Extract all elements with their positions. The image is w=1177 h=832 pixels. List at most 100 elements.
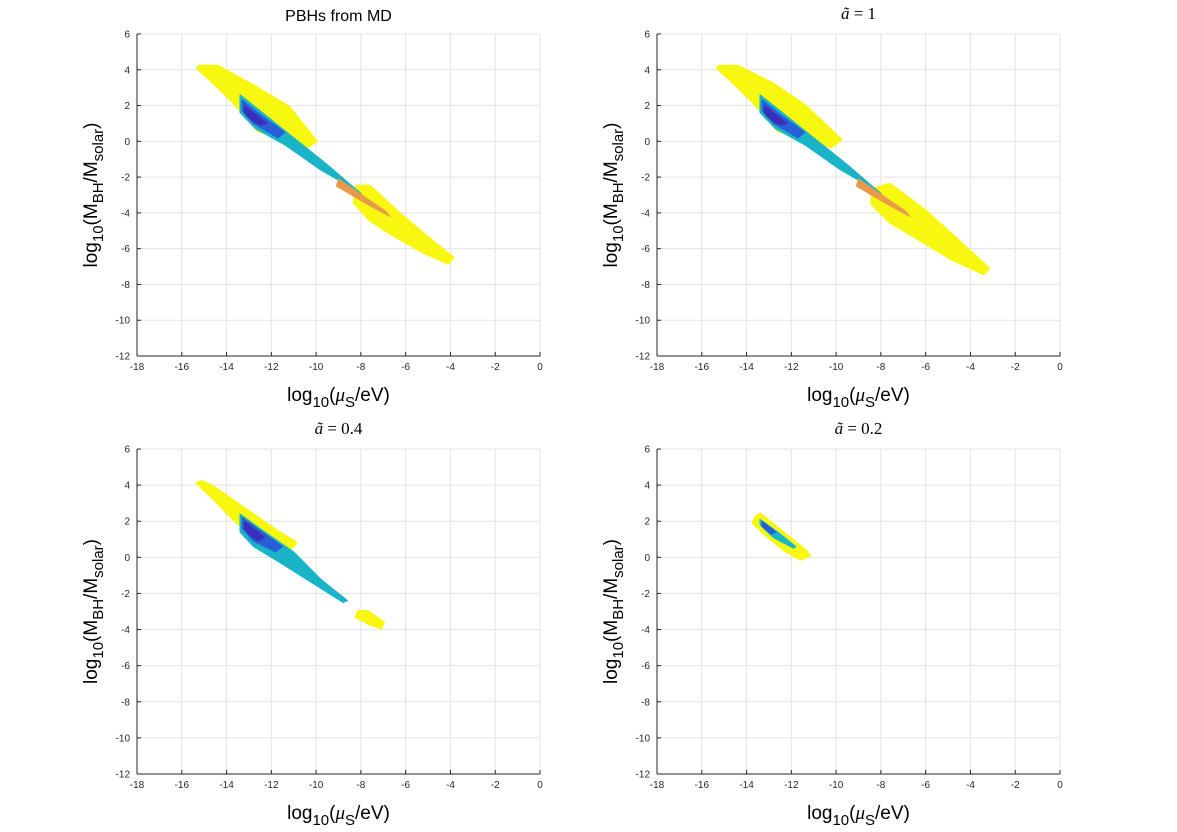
x-axis-label: log10(μS/eV) <box>287 385 390 411</box>
contour-region-outer-band-lower <box>352 184 455 265</box>
contour-region-blue-core <box>761 99 806 139</box>
x-tick-label-10: -10 <box>309 780 324 791</box>
x-tick-label-0: 0 <box>537 362 543 373</box>
x-tick-label-10: -10 <box>829 362 844 373</box>
x-tick-label-16: -16 <box>695 780 710 791</box>
y-tick-label-4: 4 <box>124 481 130 492</box>
chart-title: ã = 0.2 <box>835 419 883 438</box>
contour-region-cyan-band <box>759 94 882 194</box>
subplot-a-tilde-1: -18 -16 -14 -12 -10 -8 -6 -4 -2 0 -12 -10 -8 -6 -4 -2 0 2… <box>601 4 1063 411</box>
y-tick-label-4: 4 <box>644 481 650 492</box>
y-tick-label-2: 2 <box>124 101 130 112</box>
contour-region-indigo-core <box>764 105 788 126</box>
x-axis-label: log10(μS/eV) <box>287 803 390 829</box>
x-tick-label-4: -4 <box>446 780 455 791</box>
x-tick-label-4: -4 <box>446 362 455 373</box>
contour-region-orange-sliver <box>335 178 391 217</box>
x-tick-label-6: -6 <box>921 780 930 791</box>
x-tick-label-16: -16 <box>175 780 190 791</box>
y-tick-label-12: -12 <box>116 770 131 781</box>
x-tick-label-2: -2 <box>1011 362 1020 373</box>
contour-region-outer-band-lower <box>354 610 385 630</box>
x-axis-label: log10(μS/eV) <box>807 385 910 411</box>
y-tick-label-4: -4 <box>121 208 130 219</box>
y-tick-label-4: -4 <box>121 625 130 636</box>
y-tick-label-8: -8 <box>121 280 130 291</box>
y-tick-label-8: -8 <box>641 280 650 291</box>
plot-area <box>657 34 1060 356</box>
x-tick-label-2: -2 <box>491 780 500 791</box>
x-tick-label-18: -18 <box>650 362 665 373</box>
y-tick-label-12: -12 <box>636 352 651 363</box>
contour-region-outer-band-upper <box>195 64 318 149</box>
y-tick-label-12: -12 <box>116 352 131 363</box>
y-tick-label-10: -10 <box>636 733 651 744</box>
x-axis-label: log10(μS/eV) <box>807 803 910 829</box>
plot-area <box>137 34 540 356</box>
y-tick-label-2: 2 <box>644 101 650 112</box>
y-tick-label-12: -12 <box>636 770 651 781</box>
y-tick-label-2: -2 <box>641 173 650 184</box>
y-tick-label-0: 0 <box>644 137 650 148</box>
y-tick-label-6: 6 <box>644 445 650 456</box>
y-tick-label-8: -8 <box>641 697 650 708</box>
contour-region-outer-band-upper <box>716 64 843 149</box>
plot-area <box>657 449 1060 774</box>
subplot-pbhs-from-md: -18 -16 -14 -12 -10 -8 -6 -4 -2 0 -12 -10 -8 -6 -4 -2 0 2… <box>81 8 543 411</box>
y-tick-label-2: 2 <box>124 517 130 528</box>
x-tick-label-12: -12 <box>784 780 799 791</box>
chart-title: ã = 1 <box>841 4 876 23</box>
y-tick-label-0: 0 <box>124 137 130 148</box>
y-tick-label-2: -2 <box>121 173 130 184</box>
contour-region-blue-core <box>761 520 777 535</box>
x-tick-label-12: -12 <box>264 780 279 791</box>
x-tick-label-14: -14 <box>739 780 754 791</box>
subplot-a-tilde-0-4: -18 -16 -14 -12 -10 -8 -6 -4 -2 0 -12 -10 -8 -6 -4 -2 0 2… <box>81 419 543 829</box>
y-tick-label-4: -4 <box>641 625 650 636</box>
x-tick-label-6: -6 <box>401 362 410 373</box>
y-tick-label-10: -10 <box>116 733 131 744</box>
y-tick-label-4: 4 <box>124 65 130 76</box>
contour-region-indigo-core <box>244 105 268 126</box>
x-tick-label-0: 0 <box>537 780 543 791</box>
chart-title: ã = 0.4 <box>315 419 363 438</box>
x-tick-label-8: -8 <box>356 362 365 373</box>
contour-region-blue-core <box>241 517 283 553</box>
y-axis-label: log10(MBH/Msolar) <box>601 539 627 684</box>
x-tick-label-18: -18 <box>130 362 145 373</box>
x-tick-label-4: -4 <box>966 780 975 791</box>
x-tick-label-16: -16 <box>695 362 710 373</box>
y-tick-label-6: 6 <box>124 445 130 456</box>
y-tick-label-10: -10 <box>116 316 131 327</box>
x-tick-label-12: -12 <box>264 362 279 373</box>
x-tick-label-14: -14 <box>219 780 234 791</box>
x-tick-label-0: 0 <box>1057 362 1063 373</box>
y-tick-label-8: -8 <box>121 697 130 708</box>
x-tick-label-12: -12 <box>784 362 799 373</box>
contour-region-cyan-band <box>239 94 362 194</box>
y-tick-label-6: -6 <box>121 661 130 672</box>
contour-region-outer-band-upper <box>195 480 298 554</box>
x-tick-label-8: -8 <box>356 780 365 791</box>
x-tick-label-10: -10 <box>829 780 844 791</box>
y-axis-label: log10(MBH/Msolar) <box>601 123 627 268</box>
y-axis-label: log10(MBH/Msolar) <box>81 123 107 268</box>
x-tick-label-6: -6 <box>921 362 930 373</box>
x-tick-label-2: -2 <box>491 362 500 373</box>
y-tick-label-6: -6 <box>641 244 650 255</box>
y-tick-label-0: 0 <box>124 553 130 564</box>
x-tick-label-4: -4 <box>966 362 975 373</box>
y-tick-label-0: 0 <box>644 553 650 564</box>
y-tick-label-2: -2 <box>121 589 130 600</box>
contour-region-outer-band-lower <box>870 182 990 276</box>
plot-area <box>137 449 540 774</box>
subplot-a-tilde-0-2: -18 -16 -14 -12 -10 -8 -6 -4 -2 0 -12 -10 -8 -6 -4 -2 0 2… <box>601 419 1063 829</box>
y-tick-label-6: -6 <box>641 661 650 672</box>
x-tick-label-18: -18 <box>130 780 145 791</box>
y-axis-label: log10(MBH/Msolar) <box>81 539 107 684</box>
y-tick-label-2: 2 <box>644 517 650 528</box>
x-tick-label-18: -18 <box>650 780 665 791</box>
x-tick-label-8: -8 <box>876 780 885 791</box>
y-tick-label-6: -6 <box>121 244 130 255</box>
